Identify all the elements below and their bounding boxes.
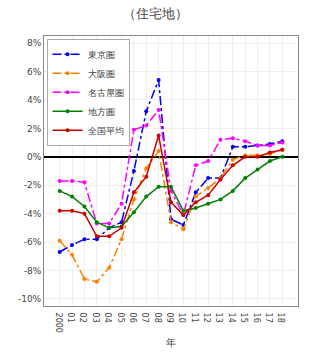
svg-text:03: 03 xyxy=(91,313,100,323)
svg-text:全国平均: 全国平均 xyxy=(88,126,124,136)
svg-text:12: 12 xyxy=(202,313,211,323)
svg-text:（住宅地）: （住宅地） xyxy=(123,6,188,21)
svg-text:8%: 8% xyxy=(27,38,42,48)
svg-text:16: 16 xyxy=(252,313,261,323)
svg-text:09: 09 xyxy=(165,313,174,323)
svg-text:0%: 0% xyxy=(27,152,42,162)
svg-text:名古屋圏: 名古屋圏 xyxy=(88,88,124,98)
svg-text:05: 05 xyxy=(116,313,125,323)
svg-text:11: 11 xyxy=(190,313,199,323)
svg-text:6%: 6% xyxy=(27,67,42,77)
svg-text:06: 06 xyxy=(128,313,137,323)
svg-text:-8%: -8% xyxy=(24,266,42,276)
svg-text:-4%: -4% xyxy=(24,209,42,219)
svg-text:-10%: -10% xyxy=(18,294,42,304)
svg-text:08: 08 xyxy=(153,313,162,323)
svg-text:4%: 4% xyxy=(27,95,42,105)
svg-text:15: 15 xyxy=(239,313,248,323)
svg-text:14: 14 xyxy=(227,313,236,323)
svg-text:東京圏: 東京圏 xyxy=(88,50,115,60)
svg-text:01: 01 xyxy=(66,313,75,323)
svg-text:2000: 2000 xyxy=(54,313,63,333)
svg-text:02: 02 xyxy=(78,313,87,323)
svg-text:-6%: -6% xyxy=(24,237,42,247)
svg-text:13: 13 xyxy=(214,313,223,323)
svg-text:17: 17 xyxy=(264,313,273,323)
svg-text:07: 07 xyxy=(140,313,149,323)
svg-text:年: 年 xyxy=(166,337,176,348)
svg-text:2%: 2% xyxy=(27,124,42,134)
svg-text:18: 18 xyxy=(276,313,285,323)
svg-text:10: 10 xyxy=(177,313,186,323)
svg-text:-2%: -2% xyxy=(24,180,42,190)
svg-text:04: 04 xyxy=(103,313,112,323)
svg-text:地方圏: 地方圏 xyxy=(87,107,115,117)
svg-text:大阪圏: 大阪圏 xyxy=(88,69,115,79)
